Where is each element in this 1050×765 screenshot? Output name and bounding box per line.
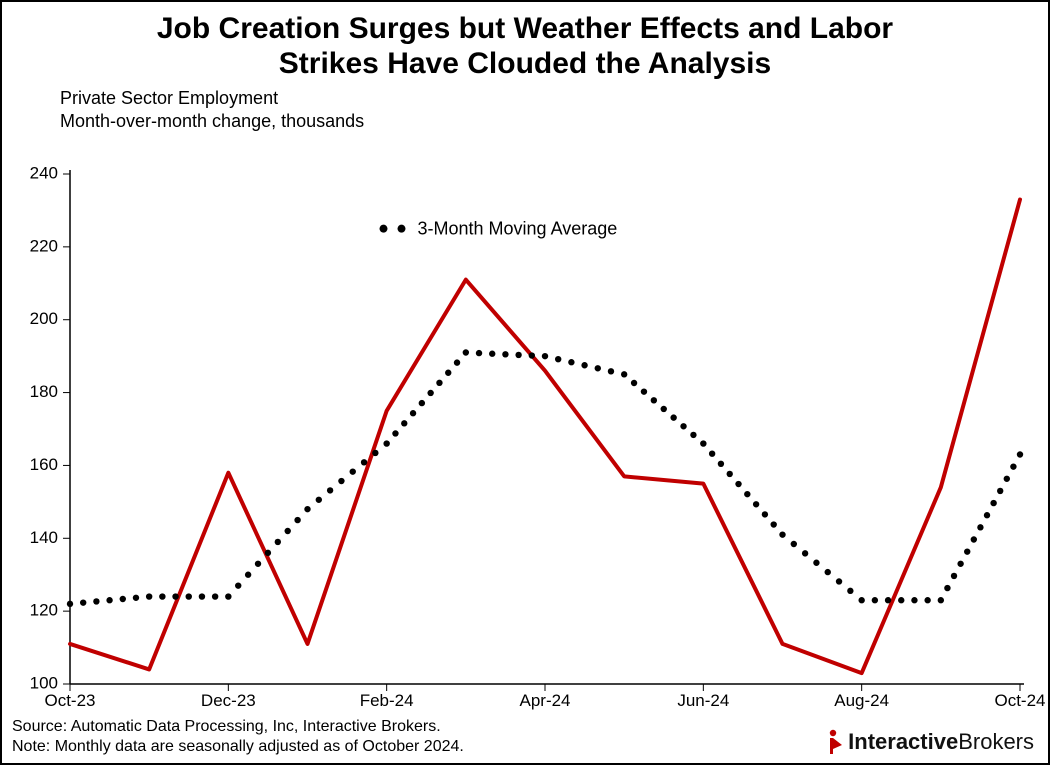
svg-text:180: 180 [30, 382, 58, 401]
chart-title: Job Creation Surges but Weather Effects … [2, 2, 1048, 85]
source-line: Source: Automatic Data Processing, Inc, … [12, 717, 464, 737]
plot-area: 100 120 140 160 180 200 220 240 Oct-23 Dec-23 Feb-… [2, 154, 1048, 714]
svg-text:160: 160 [30, 455, 58, 474]
brand-normal: Brokers [958, 729, 1034, 754]
svg-text:Apr-24: Apr-24 [519, 691, 570, 710]
svg-text:120: 120 [30, 601, 58, 620]
svg-text:200: 200 [30, 309, 58, 328]
brand-bold: Interactive [848, 729, 958, 754]
series-moving-average [67, 349, 1023, 607]
chart-footer: Source: Automatic Data Processing, Inc, … [12, 717, 464, 757]
brand-icon [822, 729, 844, 755]
svg-text:100: 100 [30, 673, 58, 692]
brand-text: InteractiveBrokers [848, 729, 1034, 755]
legend-label: 3-Month Moving Average [418, 218, 618, 238]
note-line: Note: Monthly data are seasonally adjust… [12, 737, 464, 757]
chart-frame: Job Creation Surges but Weather Effects … [0, 0, 1050, 765]
svg-text:Feb-24: Feb-24 [360, 691, 414, 710]
series-monthly [70, 200, 1020, 674]
subtitle-line-1: Private Sector Employment [60, 88, 278, 108]
svg-text:Oct-24: Oct-24 [994, 691, 1045, 710]
chart-subtitle: Private Sector Employment Month-over-mon… [2, 85, 1048, 132]
svg-text:Aug-24: Aug-24 [834, 691, 889, 710]
subtitle-line-2: Month-over-month change, thousands [60, 111, 364, 131]
svg-text:220: 220 [30, 236, 58, 255]
svg-text:Jun-24: Jun-24 [677, 691, 729, 710]
chart-svg: 100 120 140 160 180 200 220 240 Oct-23 Dec-23 Feb-… [2, 154, 1048, 714]
svg-text:Oct-23: Oct-23 [44, 691, 95, 710]
svg-text:Dec-23: Dec-23 [201, 691, 256, 710]
title-line-2: Strikes Have Clouded the Analysis [279, 47, 771, 80]
svg-text:240: 240 [30, 163, 58, 182]
brand-block: InteractiveBrokers [822, 729, 1034, 755]
title-line-1: Job Creation Surges but Weather Effects … [157, 12, 893, 45]
svg-text:140: 140 [30, 528, 58, 547]
